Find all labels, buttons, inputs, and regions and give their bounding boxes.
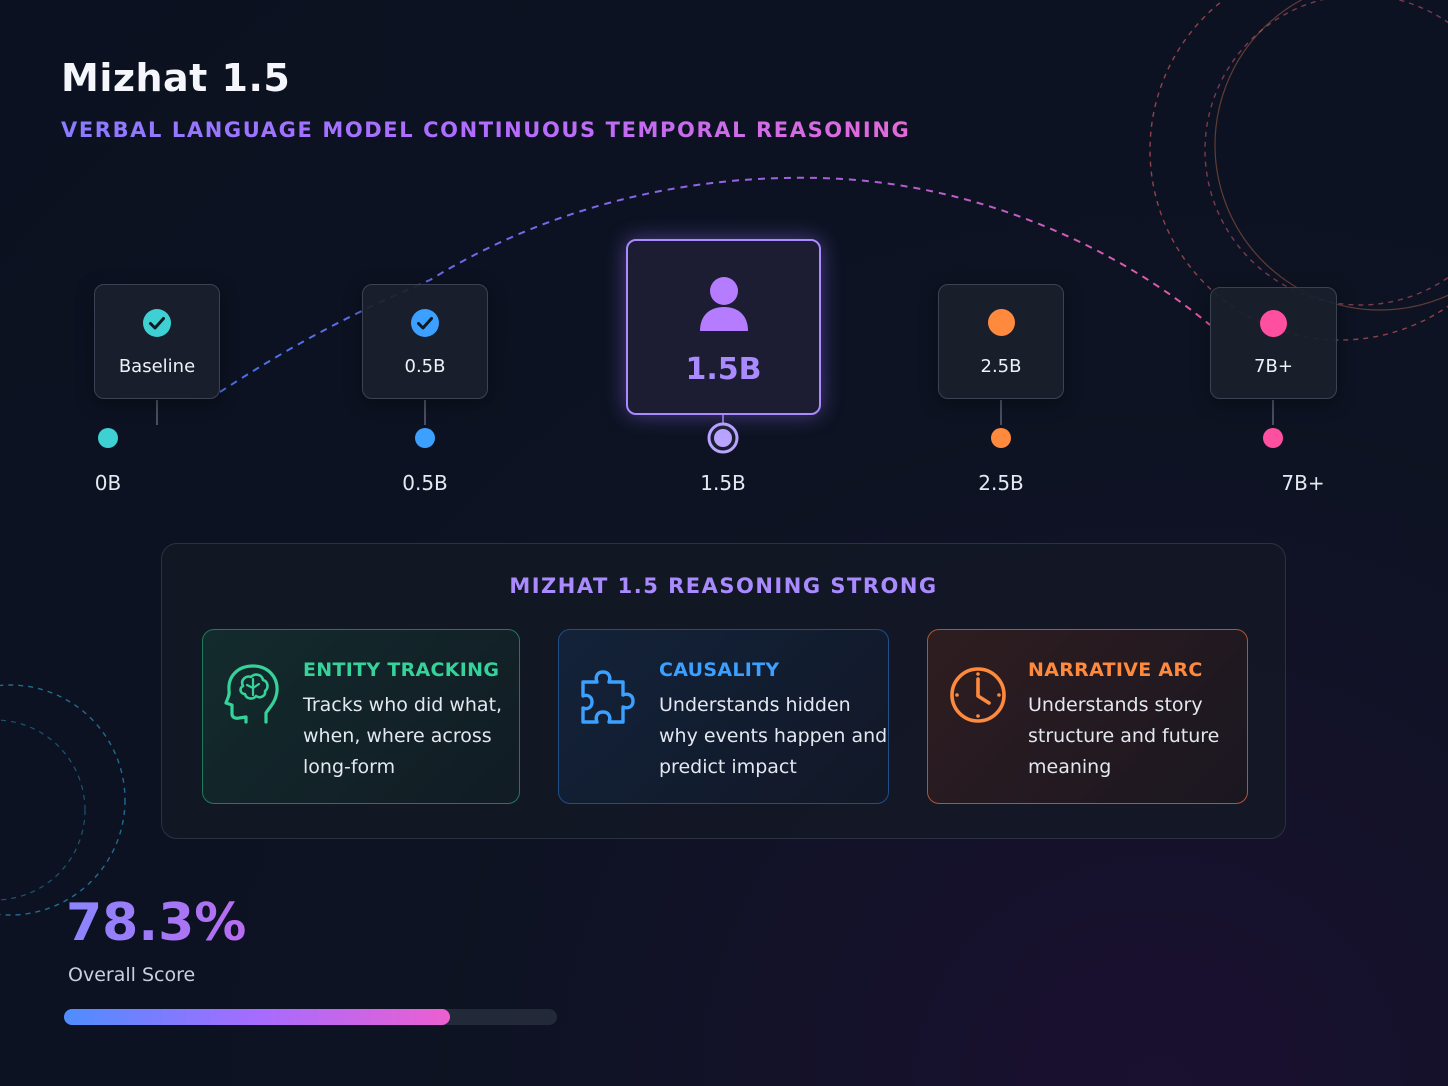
- card-body: Understands hidden why events happen and…: [659, 694, 888, 778]
- card-body: Understands story structure and future m…: [1028, 694, 1220, 778]
- axis-label: 7B+: [1281, 471, 1325, 495]
- timeline-node-0-5b[interactable]: 0.5B: [362, 284, 488, 399]
- axis-label: 0B: [94, 471, 122, 495]
- axis-label: 2.5B: [978, 471, 1024, 495]
- check-circle-icon: [143, 309, 171, 337]
- timeline-dot-4: [1263, 428, 1283, 448]
- timeline-node-label: 7B+: [1254, 356, 1293, 377]
- axis-label: 0.5B: [402, 471, 448, 495]
- timeline-node-baseline[interactable]: Baseline: [94, 284, 220, 399]
- card-body: Tracks who did what, when, where across …: [303, 694, 503, 778]
- reasoning-panel: MIZHAT 1.5 REASONING STRONG ENTITY TRACK…: [161, 543, 1286, 839]
- score-progress-bar: [64, 1009, 557, 1025]
- panel-title: MIZHAT 1.5 REASONING STRONG: [509, 574, 938, 598]
- timeline-dot-1: [415, 428, 435, 448]
- card-entity-tracking[interactable]: ENTITY TRACKING Tracks who did what, whe…: [202, 629, 520, 804]
- timeline-node-1-5b[interactable]: 1.5B: [626, 239, 821, 415]
- card-causality[interactable]: CAUSALITY Understands hidden why events …: [558, 629, 889, 804]
- timeline-dot-0: [98, 428, 118, 448]
- check-circle-icon: [411, 309, 439, 337]
- puzzle-icon: [581, 670, 635, 724]
- timeline-node-7b[interactable]: 7B+: [1210, 287, 1337, 399]
- card-title: CAUSALITY: [659, 659, 780, 681]
- axis-label: 1.5B: [700, 471, 746, 495]
- card-title: ENTITY TRACKING: [303, 659, 500, 681]
- clock-icon: [950, 667, 1006, 723]
- timeline-node-label: Baseline: [118, 356, 196, 377]
- overall-score-value: 78.3%: [66, 893, 247, 953]
- timeline-node-2-5b[interactable]: 2.5B: [938, 284, 1064, 399]
- user-icon: [699, 277, 748, 331]
- timeline-node-label: 2.5B: [980, 356, 1022, 377]
- brain-head-icon: [224, 664, 279, 724]
- timeline-node-label: 0.5B: [404, 356, 446, 377]
- score-progress-fill: [64, 1009, 451, 1025]
- page-subtitle: VERBAL LANGUAGE MODEL CONTINUOUS TEMPORA…: [61, 118, 911, 142]
- card-title: NARRATIVE ARC: [1028, 659, 1203, 681]
- card-narrative-arc[interactable]: NARRATIVE ARC Understands story structur…: [927, 629, 1248, 804]
- timeline-dot-3: [991, 428, 1011, 448]
- timeline-node-label: 1.5B: [685, 352, 762, 387]
- dot-icon: [1260, 310, 1287, 337]
- page-title: Mizhat 1.5: [61, 56, 291, 100]
- overall-score-label: Overall Score: [68, 964, 196, 986]
- dot-icon: [987, 309, 1015, 336]
